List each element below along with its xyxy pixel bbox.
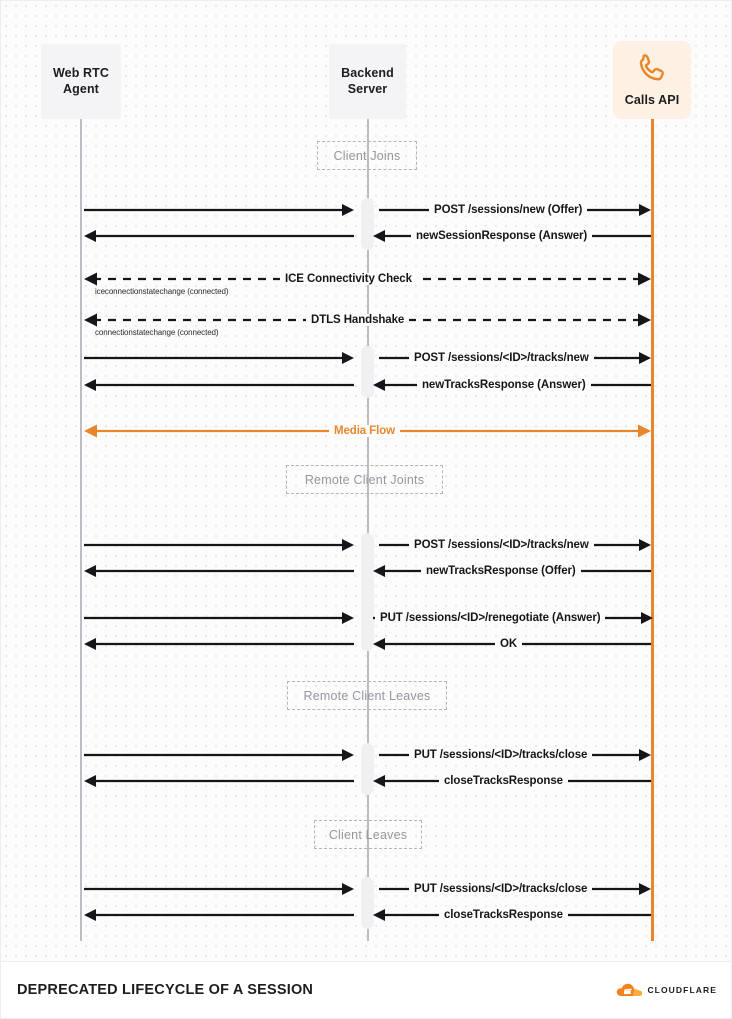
message-label: newSessionResponse (Answer) [411,230,593,242]
actor-webrtc-agent: Web RTC Agent [41,44,121,119]
message-row: PUT /sessions/<ID>/renegotiate (Answer) [373,609,653,627]
sequence-diagram-canvas: Web RTC Agent Backend Server Calls API C… [1,1,731,963]
message-label: POST /sessions/new (Offer) [429,204,588,216]
message-row [84,772,354,790]
phone-icon [635,52,669,86]
message-row: ICE Connectivity Check iceconnectionstat… [84,270,651,296]
arrow-right-icon [84,883,354,895]
message-row [84,880,354,898]
message-label: Media Flow [329,425,400,437]
message-label: PUT /sessions/<ID>/tracks/close [409,883,593,895]
fragment-client-joins: Client Joins [317,141,417,170]
message-row: closeTracksResponse [373,772,651,790]
lifeline-backend [367,119,369,941]
message-row-media-flow: Media Flow [84,422,651,440]
message-label: PUT /sessions/<ID>/tracks/close [409,749,593,761]
actor-calls-api: Calls API [613,41,691,119]
actor-calls-api-label: Calls API [624,92,680,107]
message-label: POST /sessions/<ID>/tracks/new [409,352,594,364]
actor-webrtc-agent-label: Web RTC Agent [52,65,110,96]
message-row: DTLS Handshake connectionstatechange (co… [84,311,651,337]
fragment-client-leaves: Client Leaves [314,820,422,849]
message-label: newTracksResponse (Offer) [421,565,581,577]
brand-logo: CLOUDFLARE [616,983,717,997]
arrow-right-icon [84,539,354,551]
message-label: POST /sessions/<ID>/tracks/new [409,539,594,551]
arrow-left-icon [84,379,354,391]
cloudflare-cloud-icon [617,983,643,996]
message-row: POST /sessions/<ID>/tracks/new [379,536,651,554]
lifeline-webrtc [80,119,82,941]
message-row [84,201,354,219]
message-row: newTracksResponse (Answer) [373,376,651,394]
activation-bar [361,346,374,398]
fragment-remote-client-joins: Remote Client Joints [286,465,443,494]
fragment-remote-client-leaves-label: Remote Client Leaves [303,688,431,703]
message-row: closeTracksResponse [373,906,651,924]
message-row: PUT /sessions/<ID>/tracks/close [379,880,651,898]
arrow-right-icon [84,612,354,624]
message-row [84,349,354,367]
arrow-left-icon [84,909,354,921]
arrow-left-icon [84,565,354,577]
activation-bar [361,198,374,250]
message-row: POST /sessions/<ID>/tracks/new [379,349,651,367]
message-row [84,746,354,764]
footer: DEPRECATED LIFECYCLE OF A SESSION CLOUDF… [1,961,731,1018]
message-row [84,609,354,627]
message-row [84,376,354,394]
message-row [84,635,354,653]
arrow-right-icon [84,204,354,216]
activation-bar [361,533,374,651]
arrow-left-icon [84,638,354,650]
message-label: closeTracksResponse [439,775,568,787]
message-label: OK [495,638,523,650]
actor-backend-server: Backend Server [329,44,406,119]
activation-bar [361,877,374,929]
brand-name: CLOUDFLARE [647,985,717,995]
lifeline-calls-api [651,119,654,941]
message-row: PUT /sessions/<ID>/tracks/close [379,746,651,764]
message-sublabel: connectionstatechange (connected) [95,328,219,337]
message-row: newTracksResponse (Offer) [373,562,651,580]
message-row [84,536,354,554]
arrow-right-icon [84,749,354,761]
activation-bar [361,743,374,795]
message-row [84,906,354,924]
message-label: closeTracksResponse [439,909,568,921]
page-title: DEPRECATED LIFECYCLE OF A SESSION [17,982,314,998]
fragment-client-joins-label: Client Joins [333,148,401,163]
message-label: newTracksResponse (Answer) [417,379,591,391]
arrow-right-icon [84,352,354,364]
actor-backend-server-label: Backend Server [341,65,394,96]
message-sublabel: iceconnectionstatechange (connected) [95,287,229,296]
message-row: OK [373,635,651,653]
message-row [84,562,354,580]
message-row: newSessionResponse (Answer) [373,227,651,245]
message-row [84,227,354,245]
fragment-client-leaves-label: Client Leaves [328,827,408,842]
fragment-remote-client-joins-label: Remote Client Joints [304,472,425,487]
arrow-left-icon [84,775,354,787]
arrow-left-icon [84,230,354,242]
message-label: ICE Connectivity Check [280,273,417,285]
message-label: PUT /sessions/<ID>/renegotiate (Answer) [375,612,606,624]
message-label: DTLS Handshake [306,314,410,326]
fragment-remote-client-leaves: Remote Client Leaves [287,681,447,710]
message-row: POST /sessions/new (Offer) [379,201,651,219]
